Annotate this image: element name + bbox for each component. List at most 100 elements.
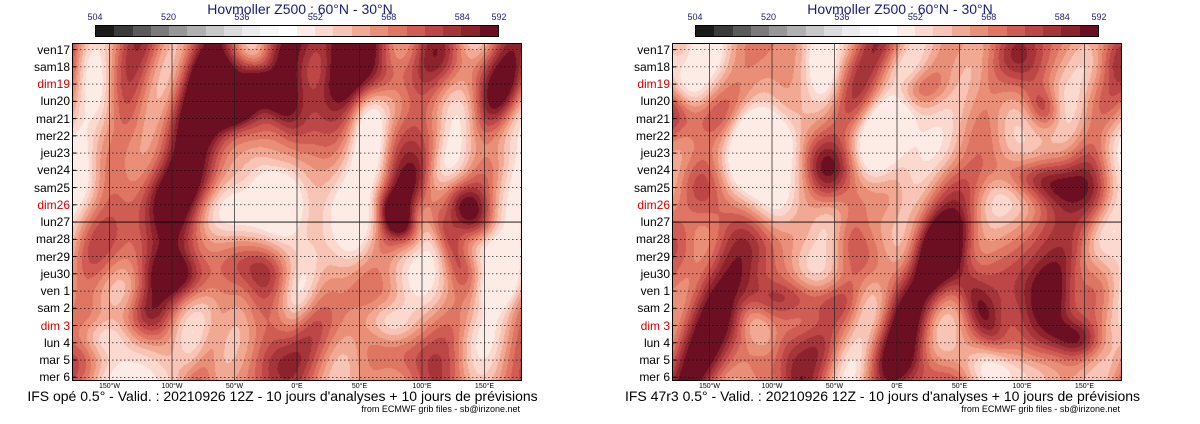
colorbar [95,25,499,37]
colorbar-cell [805,26,824,36]
colorbar-cell [896,26,916,36]
colorbar-tick-label: 520 [160,12,176,22]
colorbar-cell [1043,26,1062,36]
colorbar-cell [988,26,1007,36]
chart-footer: IFS opé 0.5° - Valid. : 20210926 12Z - 1… [27,388,538,404]
colorbar-cell [132,26,151,36]
colorbar-cell [169,26,188,36]
y-axis-label: dim26 [37,197,70,212]
y-axis-label: sam 2 [37,301,70,316]
plot-frame [672,43,1122,381]
colorbar-cell [205,26,224,36]
y-axis-label: mer29 [635,249,670,264]
y-axis-label: dim 3 [40,318,70,333]
colorbar-cell [461,26,480,36]
colorbar-cell [787,26,806,36]
y-axis-label: sam25 [633,180,670,195]
chart-credit: from ECMWF grib files - sb@irizone.net [361,404,520,414]
y-axis-label: sam18 [633,59,670,74]
y-axis-label: mer22 [35,128,70,143]
colorbar-tick-label: 536 [834,12,850,22]
colorbar-cell [696,26,715,36]
y-axis-label: mer29 [35,249,70,264]
x-axis-label: 100°E [1012,383,1032,390]
colorbar-cell [479,26,498,36]
colorbar-cell [1079,26,1098,36]
colorbar-cell [915,26,934,36]
y-axis-label: ven 1 [40,284,70,299]
y-axis-label: lun 4 [43,335,70,350]
colorbar-tick-label: 584 [454,12,470,22]
colorbar-tick-label: 592 [1091,12,1107,22]
chart-credit: from ECMWF grib files - sb@irizone.net [961,404,1120,414]
colorbar-tick-label: 584 [1054,12,1070,22]
y-axis-label: jeu30 [640,266,670,281]
x-axis-label: 50°W [825,383,844,390]
x-axis-label: 150°E [1074,383,1095,390]
y-axis-label: dim26 [637,197,670,212]
colorbar-tick-label: 592 [491,12,507,22]
x-axis-label: 150°W [698,383,721,390]
y-axis-label: sam25 [33,180,70,195]
colorbar-cell [406,26,425,36]
colorbar-cell [315,26,334,36]
y-axis-label: sam18 [33,59,70,74]
colorbar-cell [114,26,133,36]
x-axis-label: 150°E [474,383,495,390]
colorbar-tick-label: 568 [981,12,997,22]
colorbar-tick-label: 552 [907,12,923,22]
colorbar-cell [369,26,389,36]
colorbar-cell [933,26,952,36]
y-axis-label: mar21 [635,111,670,126]
y-axis-label: mer 6 [639,370,670,385]
y-axis-label: jeu30 [40,266,70,281]
colorbar-cell [1024,26,1044,36]
colorbar-tick-label: 520 [760,12,776,22]
colorbar-cell [296,26,316,36]
colorbar-cell [260,26,279,36]
y-axis-label: lun20 [40,94,70,109]
y-axis-label: ven 1 [640,284,670,299]
chart-title: Hovmoller Z500 : 60°N - 30°N [807,1,993,17]
y-axis-label: ven24 [37,163,70,178]
plot-area [72,43,522,381]
y-axis-label: lun27 [640,215,670,230]
y-axis-label: ven17 [637,42,670,57]
colorbar-cell [388,26,407,36]
x-axis-label: 0°E [291,383,303,390]
colorbar-cell [333,26,352,36]
y-axis-label: mar 5 [639,353,670,368]
colorbar-cell [424,26,444,36]
colorbar-cell [860,26,879,36]
y-axis-label: mer 6 [39,370,70,385]
colorbar-cell [969,26,989,36]
colorbar-cell [732,26,751,36]
hovmoller-panel-right: Hovmoller Z500 : 60°N - 30°N 504 520 536 55… [600,0,1200,424]
x-axis-label: 100°E [412,383,432,390]
y-axis-label: mar28 [635,232,670,247]
y-axis-label: sam 2 [637,301,670,316]
x-axis-label: 100°W [161,383,183,390]
hovmoller-heatmap [672,43,1122,381]
hovmoller-heatmap [72,43,522,381]
y-axis-label: dim 3 [640,318,670,333]
colorbar-cell [878,26,897,36]
y-axis-label: lun20 [640,94,670,109]
colorbar-cell [951,26,970,36]
x-axis-label: 50°W [225,383,244,390]
y-axis-label: mar 5 [39,353,70,368]
y-axis-label: ven24 [637,163,670,178]
colorbar-cell [96,26,115,36]
colorbar-cell [351,26,370,36]
colorbar-cell [1061,26,1080,36]
colorbar-cell [150,26,170,36]
y-axis-label: mar28 [35,232,70,247]
colorbar-tick-label: 568 [381,12,397,22]
colorbar-tick-label: 504 [687,12,703,22]
y-axis-label: dim19 [637,77,670,92]
x-axis-label: 100°W [761,383,783,390]
y-axis-label: jeu23 [640,146,670,161]
colorbar-cell [187,26,206,36]
colorbar-cell [714,26,733,36]
colorbar-cell [443,26,462,36]
